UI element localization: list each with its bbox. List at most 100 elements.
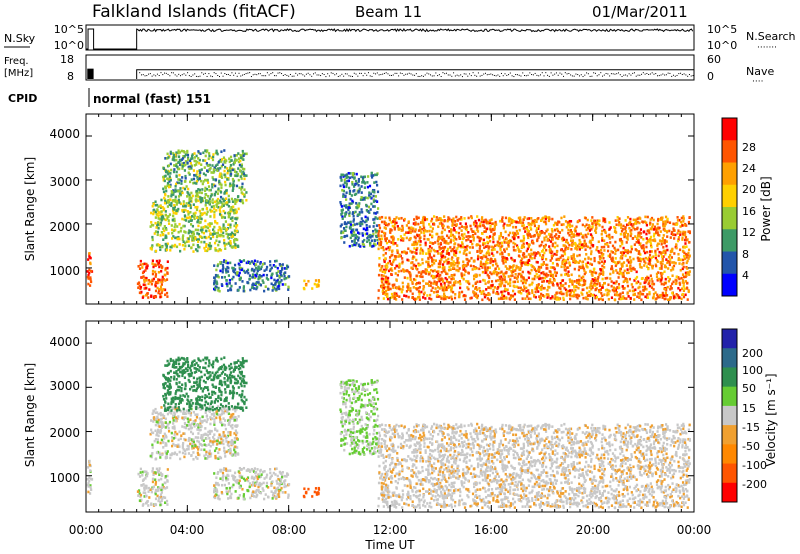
power-cell <box>512 225 515 229</box>
power-cell <box>534 269 538 273</box>
power-cell <box>599 288 602 291</box>
power-cell <box>88 284 92 287</box>
power-cell <box>148 288 151 291</box>
power-cell <box>182 155 185 158</box>
power-cell <box>401 237 404 240</box>
power-cell <box>479 244 482 248</box>
nave-dot <box>297 74 299 76</box>
power-cell <box>348 189 352 193</box>
power-cell <box>414 240 417 244</box>
power-cell <box>645 245 648 249</box>
power-cell <box>398 262 401 266</box>
power-cell <box>427 238 430 241</box>
power-cell <box>374 195 377 198</box>
power-cell <box>585 253 588 256</box>
power-cell <box>401 261 404 265</box>
nave-dot <box>573 75 575 77</box>
power-cell <box>682 295 686 299</box>
nave-dot <box>536 74 538 76</box>
power-cell <box>391 236 394 240</box>
power-cell <box>422 296 425 299</box>
power-cell <box>195 208 199 212</box>
power-cell <box>687 251 690 255</box>
power-cell <box>151 244 154 247</box>
power-cell <box>643 260 646 263</box>
power-cell <box>451 247 454 251</box>
power-cell <box>482 289 485 293</box>
power-cell <box>638 295 641 298</box>
power-cell <box>643 281 646 285</box>
power-cell <box>630 267 633 271</box>
power-cell <box>512 220 515 223</box>
power-cell <box>518 268 521 271</box>
power-cell <box>217 188 220 192</box>
power-cell <box>417 229 421 232</box>
power-cell <box>455 237 458 241</box>
power-cell <box>452 217 455 220</box>
power-cell <box>650 245 653 249</box>
power-cell <box>491 263 495 267</box>
power-cell <box>445 259 448 262</box>
nave-dot <box>146 75 148 77</box>
nave-dot <box>451 75 453 77</box>
power-cell <box>178 237 181 241</box>
power-cell <box>507 233 510 237</box>
power-cell <box>551 244 554 248</box>
power-cell <box>475 267 478 270</box>
power-cell <box>397 228 400 231</box>
power-cell <box>549 235 552 239</box>
power-cell <box>534 295 537 299</box>
power-cell <box>558 286 561 290</box>
nave-dot <box>364 72 366 74</box>
power-cell <box>640 245 643 248</box>
power-cell <box>263 269 266 273</box>
power-cell <box>488 221 492 225</box>
power-cell <box>476 255 480 258</box>
nave-dot <box>676 74 678 76</box>
power-cell <box>485 251 489 255</box>
power-cell <box>254 276 257 280</box>
nave-dot <box>653 73 655 75</box>
power-cell <box>667 279 671 283</box>
power-cell <box>672 227 675 230</box>
power-cell <box>151 262 154 265</box>
nave-dot <box>559 72 561 74</box>
power-cell <box>575 234 578 237</box>
power-cell <box>167 156 170 159</box>
power-cell <box>483 242 487 245</box>
power-cell <box>450 228 453 231</box>
power-cell <box>447 216 450 219</box>
power-cell <box>612 281 615 285</box>
power-cell <box>506 267 509 270</box>
power-cell <box>476 230 480 233</box>
power-cell <box>158 288 161 291</box>
power-cell <box>217 161 220 164</box>
power-cell <box>200 230 204 234</box>
power-cell <box>213 241 217 245</box>
power-cell <box>685 261 688 265</box>
power-cell <box>227 266 230 270</box>
power-cell <box>419 229 422 232</box>
power-cell <box>242 285 246 288</box>
power-cell <box>166 260 169 264</box>
power-cell <box>658 294 662 297</box>
power-cell <box>633 298 636 301</box>
power-cell <box>154 289 158 293</box>
power-cell <box>198 188 201 192</box>
power-cell <box>474 224 477 228</box>
power-cell <box>154 249 158 253</box>
power-cell <box>661 262 664 266</box>
power-cell <box>343 174 346 178</box>
power-cell <box>519 239 523 243</box>
power-cell <box>654 249 657 253</box>
power-cell <box>314 279 318 282</box>
power-cell <box>619 256 622 260</box>
nave-dot <box>500 72 502 74</box>
power-cell <box>414 221 417 225</box>
power-cell <box>666 217 669 221</box>
power-cell <box>174 223 177 226</box>
nave-dot <box>238 72 240 74</box>
power-cell <box>670 256 673 259</box>
power-cell <box>315 285 318 288</box>
power-cell <box>601 236 604 240</box>
